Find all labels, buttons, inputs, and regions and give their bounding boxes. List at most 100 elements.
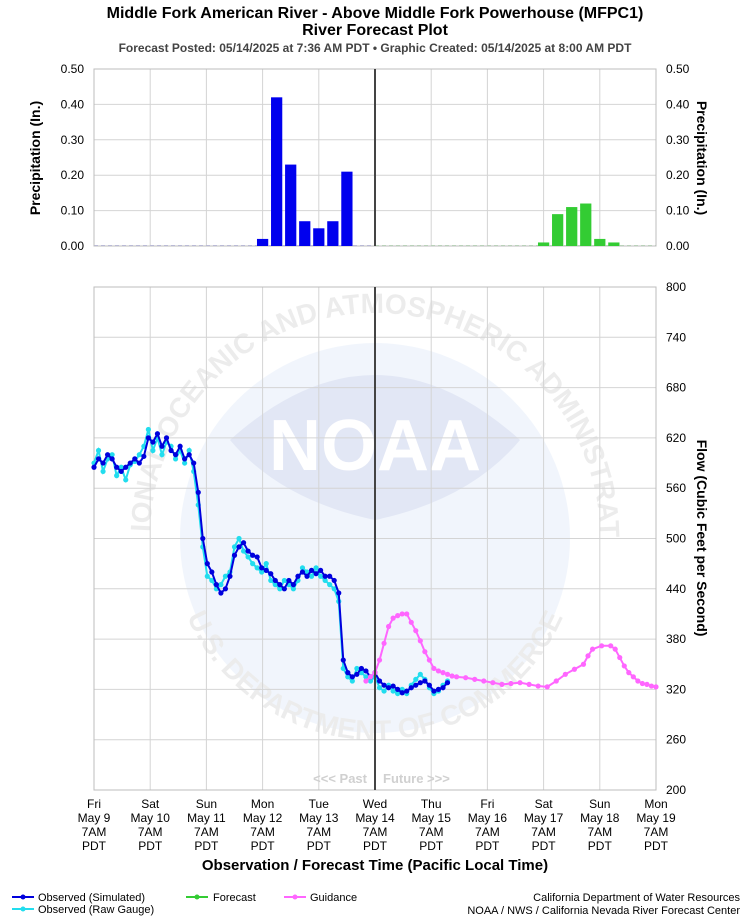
flow-point-observed-simulated [435,686,442,693]
x-tick-line: PDT [532,839,557,853]
credit-line2: NOAA / NWS / California Nevada River For… [467,905,740,917]
flow-point-guidance [553,678,559,684]
flow-point-guidance [626,670,632,676]
flow-point-observed-raw-gauge [322,577,328,584]
flow-point-observed-raw-gauge [413,676,419,682]
flow-point-observed-simulated [123,464,129,470]
flow-point-observed-simulated [236,544,242,550]
flow-point-observed-simulated [413,682,419,688]
x-tick-line: May 9 [78,811,111,825]
precip-tick-right: 0.10 [666,204,690,218]
x-tick-line: PDT [644,839,669,853]
x-tick-line: May 19 [636,811,676,825]
flow-ylabel: Flow (Cubic Feet per Second) [694,440,710,637]
x-tick-line: Sat [141,797,160,811]
x-tick-line: 7AM [587,825,612,839]
flow-point-observed-simulated [426,682,432,688]
flow-tick-right: 620 [666,431,686,445]
flow-point-observed-raw-gauge [150,447,156,454]
flow-point-observed-simulated [172,452,179,458]
precip-tick-left: 0.40 [61,97,85,111]
x-tick-line: PDT [251,839,276,853]
flow-point-observed-simulated [290,582,297,588]
x-tick-line: PDT [307,839,332,853]
flow-point-observed-raw-gauge [218,582,224,588]
flow-point-observed-simulated [358,665,365,672]
flow-point-observed-raw-gauge [340,665,346,672]
flow-point-guidance [381,640,387,646]
x-tick-line: Sat [535,797,554,811]
x-tick-line: May 16 [468,811,508,825]
legend: Observed (Simulated) Observed (Raw Gauge… [12,892,357,916]
flow-point-observed-raw-gauge [263,561,269,567]
x-tick-line: May 18 [580,811,620,825]
flow-point-guidance [635,678,641,684]
flow-point-observed-simulated [304,573,310,579]
flow-point-observed-simulated [195,489,201,495]
flow-point-observed-simulated [440,685,446,691]
flow-tick-right: 260 [666,733,686,747]
flow-point-guidance [617,654,623,661]
precip-tick-left: 0.20 [61,168,85,182]
flow-point-observed-raw-gauge [272,582,278,588]
flow-point-observed-simulated [100,460,106,466]
x-tick-line: 7AM [82,825,107,839]
flow-point-observed-raw-gauge [417,671,423,677]
legend-marker-forecast [194,894,200,900]
precip-bar-forecast [580,203,592,246]
flow-point-observed-raw-gauge [367,678,374,684]
flow-point-observed-simulated [159,443,165,449]
flow-point-guidance [385,623,392,630]
flow-point-observed-raw-gauge [277,586,283,592]
credit-line1: California Department of Water Resources [533,892,740,904]
flow-point-observed-simulated [114,464,120,470]
precip-bar-observed [256,238,269,246]
flow-point-observed-simulated [331,577,337,584]
x-tick-line: May 14 [355,811,395,825]
flow-point-guidance [526,681,532,687]
flow-point-observed-simulated [327,573,333,579]
flow-point-observed-simulated [231,552,238,558]
precip-tick-left: 0.30 [61,133,85,147]
x-tick-line: Fri [480,797,494,811]
flow-point-guidance [499,681,505,687]
x-tick-line: May 15 [412,811,452,825]
flow-point-guidance [589,646,596,652]
legend-label-forecast: Forecast [213,892,256,904]
x-tick-line: Sun [196,797,217,811]
x-tick-line: PDT [588,839,613,853]
flow-point-observed-raw-gauge [95,447,102,454]
x-tick-line: Thu [421,797,442,811]
flow-point-observed-simulated [182,456,188,462]
flow-point-guidance [517,680,523,686]
flow-point-guidance [390,615,396,621]
flow-point-guidance [571,666,578,672]
flow-point-observed-raw-gauge [254,565,260,571]
flow-point-observed-simulated [127,460,133,466]
flow-point-observed-raw-gauge [345,674,351,680]
x-tick-line: 7AM [419,825,444,839]
x-tick-line: May 13 [299,811,339,825]
flow-point-observed-simulated [240,540,247,546]
flow-point-observed-raw-gauge [172,456,179,462]
flow-point-observed-raw-gauge [222,573,229,579]
flow-point-observed-simulated [399,690,405,696]
flow-point-observed-simulated [191,460,197,466]
precip-bar-observed [341,171,353,246]
x-tick-line: May 11 [187,811,226,825]
precip-tick-left: 0.00 [61,239,85,253]
precip-ylabel-right: Precipitation (In.) [694,101,710,215]
flow-point-observed-simulated [390,683,396,689]
flow-point-observed-raw-gauge [209,577,215,584]
precip-bar-observed [271,97,283,246]
flow-point-observed-simulated [336,590,342,596]
precip-bar-forecast [608,242,620,246]
flow-point-guidance [490,680,496,686]
x-tick-line: 7AM [306,825,331,839]
flow-point-observed-simulated [422,678,428,684]
flow-point-observed-simulated [254,554,260,560]
flow-point-observed-raw-gauge [299,565,306,571]
